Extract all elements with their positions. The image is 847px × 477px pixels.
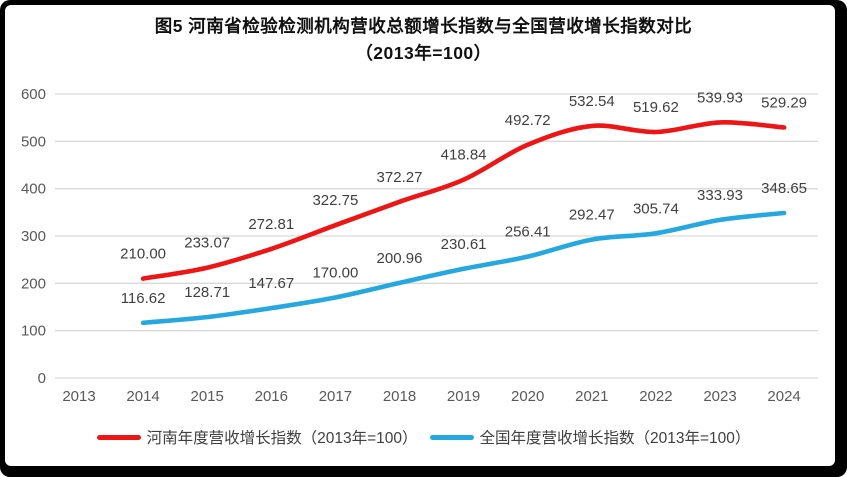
data-label: 418.84 bbox=[441, 147, 487, 164]
chart-title: 图5 河南省检验检测机构营收总额增长指数与全国营收增长指数对比 （2013年=1… bbox=[0, 13, 847, 67]
x-tick-label: 2018 bbox=[383, 388, 416, 405]
legend-item-henan: 河南年度营收增长指数（2013年=100） bbox=[96, 426, 418, 448]
legend-label-henan: 河南年度营收增长指数（2013年=100） bbox=[146, 430, 418, 447]
data-label: 210.00 bbox=[120, 246, 166, 263]
data-label: 529.29 bbox=[761, 94, 807, 111]
data-label: 128.71 bbox=[184, 284, 230, 301]
data-label: 348.65 bbox=[761, 180, 807, 197]
data-label: 147.67 bbox=[248, 275, 294, 292]
chart-title-line1: 图5 河南省检验检测机构营收总额增长指数与全国营收增长指数对比 bbox=[154, 16, 693, 36]
data-label: 272.81 bbox=[248, 216, 294, 233]
data-label: 322.75 bbox=[312, 192, 358, 209]
legend-item-national: 全国年度营收增长指数（2013年=100） bbox=[429, 426, 751, 448]
series-line-1 bbox=[140, 210, 787, 326]
data-label: 333.93 bbox=[697, 187, 743, 204]
x-tick-label: 2015 bbox=[191, 388, 224, 405]
legend-swatch-national bbox=[429, 434, 474, 440]
data-label: 532.54 bbox=[569, 93, 615, 110]
y-tick-label: 0 bbox=[38, 370, 46, 387]
data-label: 116.62 bbox=[121, 290, 166, 307]
data-label: 539.93 bbox=[697, 89, 743, 106]
y-tick-label: 600 bbox=[21, 86, 46, 103]
x-tick-label: 2016 bbox=[255, 388, 288, 405]
data-label: 492.72 bbox=[505, 112, 551, 129]
legend-swatch-henan bbox=[96, 434, 141, 440]
data-label: 372.27 bbox=[377, 169, 423, 186]
x-tick-label: 2014 bbox=[126, 388, 159, 405]
x-tick-label: 2021 bbox=[575, 388, 608, 405]
x-tick-label: 2022 bbox=[639, 388, 672, 405]
y-tick-label: 100 bbox=[21, 323, 46, 340]
x-tick-label: 2019 bbox=[447, 388, 480, 405]
data-label: 170.00 bbox=[312, 265, 358, 282]
data-label: 305.74 bbox=[633, 200, 679, 217]
data-label: 233.07 bbox=[184, 235, 230, 252]
x-tick-label: 2020 bbox=[511, 388, 544, 405]
x-tick-label: 2023 bbox=[703, 388, 736, 405]
x-tick-label: 2024 bbox=[767, 388, 800, 405]
data-label: 292.47 bbox=[569, 207, 615, 224]
y-tick-label: 500 bbox=[21, 133, 46, 150]
chart-legend: 河南年度营收增长指数（2013年=100） 全国年度营收增长指数（2013年=1… bbox=[0, 426, 847, 448]
series-line-0 bbox=[140, 120, 787, 281]
data-label: 256.41 bbox=[505, 224, 551, 241]
x-tick-label: 2017 bbox=[319, 388, 352, 405]
chart-title-line2: （2013年=100） bbox=[355, 43, 492, 63]
data-label: 200.96 bbox=[377, 250, 423, 267]
x-tick-label: 2013 bbox=[62, 388, 95, 405]
data-label: 230.61 bbox=[441, 236, 487, 253]
legend-label-national: 全国年度营收增长指数（2013年=100） bbox=[479, 430, 751, 447]
data-label: 519.62 bbox=[633, 99, 679, 116]
y-tick-label: 300 bbox=[21, 228, 46, 245]
y-tick-label: 400 bbox=[21, 181, 46, 198]
y-tick-label: 200 bbox=[21, 275, 46, 292]
